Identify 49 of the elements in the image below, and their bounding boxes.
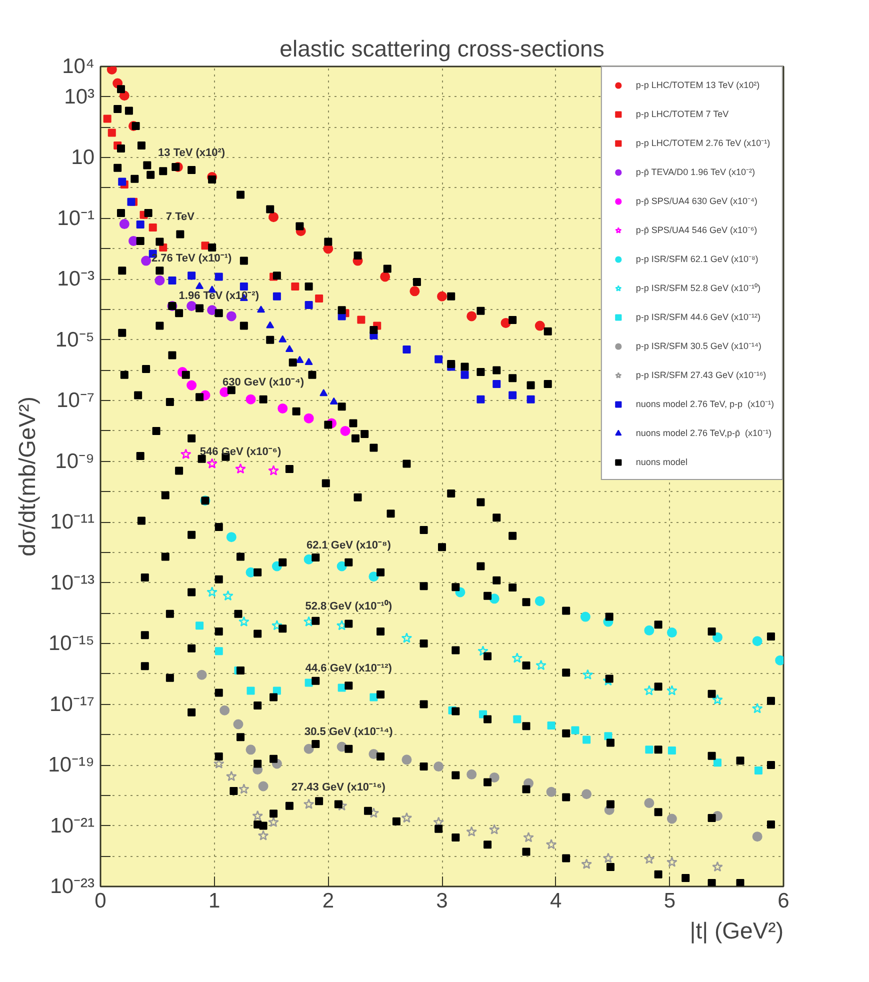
legend-label: p-p̄ TEVA/D0 1.96 TeV (x10⁻²): [636, 166, 755, 179]
chart-title: elastic scattering cross-sections: [280, 36, 604, 62]
annotation: 630 GeV (x10⁻⁴): [222, 376, 304, 388]
y-axis-title: dσ/dt(mb/GeV²): [14, 396, 40, 556]
y-tick-label: 10⁻¹³: [50, 571, 95, 594]
y-tick-label: 10⁻¹⁵: [48, 632, 95, 656]
x-tick-label: 5: [664, 890, 676, 912]
legend-label: p-p ISR/SFM 30.5 GeV (x10⁻¹⁴): [636, 340, 762, 353]
y-tick-label: 10: [71, 146, 94, 170]
y-tick-label: 10⁻⁷: [56, 389, 95, 412]
legend-label: p-p LHC/TOTEM 13 TeV (x10²): [636, 78, 760, 92]
x-axis-title: |t| (GeV²): [690, 918, 784, 944]
annotation: 52.8 GeV (x10⁻¹⁰): [305, 600, 392, 613]
legend-label: p-p ISR/SFM 52.8 GeV (x10⁻¹⁰): [636, 282, 760, 295]
x-tick-label: 3: [436, 890, 448, 912]
annotation: 27.43 GeV (x10⁻¹⁶): [291, 781, 386, 794]
legend-label: nuons model: [636, 456, 688, 468]
annotation: 13 TeV (x10²): [158, 147, 226, 160]
y-tick-label: 10⁻²¹: [50, 814, 95, 838]
legend-label: p-p̄ SPS/UA4 630 GeV (x10⁻⁴): [636, 195, 758, 208]
legend-label: p-p̄ SPS/UA4 546 GeV (x10⁻⁶): [636, 224, 758, 237]
x-tick-label: 6: [778, 890, 790, 912]
y-tick-label: 10⁻¹: [57, 206, 95, 230]
y-tick-label: 10⁻³: [57, 268, 95, 291]
y-tick-label: 10⁻²³: [50, 875, 95, 898]
annotation: 30.5 GeV (x10⁻¹⁴): [304, 726, 394, 738]
y-tick-label: 10⁻¹⁹: [48, 754, 95, 777]
legend-label: p-p LHC/TOTEM 7 TeV: [636, 108, 729, 121]
x-tick-label: 0: [94, 890, 106, 912]
y-tick-label: 10⁻⁵: [55, 328, 95, 352]
legend-label: p-p ISR/SFM 44.6 GeV (x10⁻¹²): [636, 311, 760, 324]
y-tick-label: 10⁻⁹: [55, 450, 95, 473]
y-tick-label: 10³: [64, 85, 95, 108]
legend-label: p-p ISR/SFM 27.43 GeV (x10⁻¹⁶): [636, 369, 766, 382]
annotation: 2.76 TeV (x10⁻¹): [151, 252, 232, 265]
legend-label: nuons model 2.76 TeV, p-p (x10⁻¹): [636, 398, 774, 411]
legend-label: p-p ISR/SFM 62.1 GeV (x10⁻⁸): [636, 253, 758, 266]
annotation: 546 GeV (x10⁻⁶): [200, 446, 282, 458]
y-tick-label: 10⁻¹¹: [50, 510, 95, 534]
legend-label: nuons model 2.76 TeV,p-p̄ (x10⁻¹): [636, 427, 772, 440]
x-tick-label: 4: [550, 890, 562, 912]
legend-label: p-p LHC/TOTEM 2.76 TeV (x10⁻¹): [636, 137, 770, 150]
annotation: 7 TeV: [166, 211, 196, 224]
y-tick-label: 10⁻¹⁷: [50, 692, 95, 716]
y-tick-label: 10⁴: [62, 55, 95, 78]
x-tick-label: 1: [208, 890, 220, 912]
annotation: 44.6 GeV (x10⁻¹²): [305, 662, 392, 675]
annotation: 62.1 GeV (x10⁻⁸): [306, 539, 392, 552]
x-tick-label: 2: [322, 890, 334, 912]
